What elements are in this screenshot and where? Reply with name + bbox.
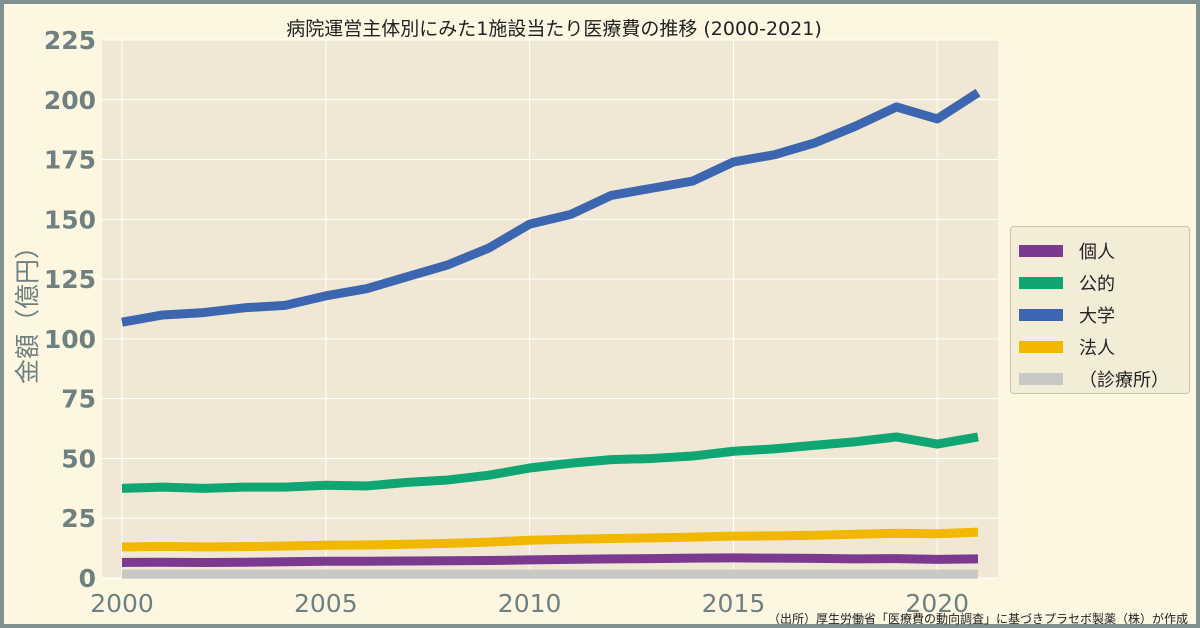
y-tick-label: 100 <box>44 325 96 354</box>
y-axis-label: 金額（億円） <box>13 234 42 384</box>
series-line <box>121 432 979 493</box>
x-tick-label: 2010 <box>498 589 562 618</box>
x-tick-label: 2005 <box>294 589 358 618</box>
y-tick-label: 75 <box>61 385 96 414</box>
source-note: （出所）厚生労働省「医療費の動向調査」に基づきプラセボ製薬（株）が作成 <box>767 612 1188 626</box>
series-line <box>121 527 979 552</box>
legend-item: 個人 <box>1019 235 1181 267</box>
y-tick-label: 175 <box>44 146 96 175</box>
chart-frame: 病院運営主体別にみた1施設当たり医療費の推移 (2000-2021) 0 25 50… <box>4 4 1196 626</box>
legend-item: （診療所） <box>1019 363 1181 395</box>
y-tick-label: 0 <box>79 564 96 593</box>
legend-label: 個人 <box>1079 242 1115 263</box>
y-tick-label: 200 <box>44 86 96 115</box>
y-tick-label: 125 <box>44 265 96 294</box>
legend-swatch <box>1019 277 1063 289</box>
y-tick-label: 225 <box>44 26 96 55</box>
line-chart: 0 25 50 75 100 125 150 175 200 225 2000 2005 2010 201… <box>13 26 998 618</box>
legend-swatch <box>1019 341 1063 353</box>
chart-title: 病院運営主体別にみた1施設当たり医療費の推移 (2000-2021) <box>286 18 822 40</box>
y-tick-label: 150 <box>44 205 96 234</box>
x-tick-label: 2020 <box>905 589 969 618</box>
legend-item: 法人 <box>1019 331 1181 363</box>
y-tick-label: 50 <box>61 444 96 473</box>
legend-item: 公的 <box>1019 267 1181 299</box>
legend-label: 大学 <box>1079 306 1115 327</box>
x-tick-label: 2015 <box>702 589 766 618</box>
y-tick-label: 25 <box>61 504 96 533</box>
series-line <box>121 88 981 327</box>
legend-label: 公的 <box>1079 274 1115 295</box>
legend-swatch <box>1019 245 1063 257</box>
x-tick-label: 2000 <box>90 589 154 618</box>
legend: 個人 公的 大学 法人 （診療所） <box>1010 226 1190 394</box>
legend-swatch <box>1019 309 1063 321</box>
series-line <box>121 553 979 567</box>
legend-label: 法人 <box>1079 338 1115 359</box>
legend-label: （診療所） <box>1079 370 1169 391</box>
legend-item: 大学 <box>1019 299 1181 331</box>
legend-swatch <box>1019 373 1063 385</box>
